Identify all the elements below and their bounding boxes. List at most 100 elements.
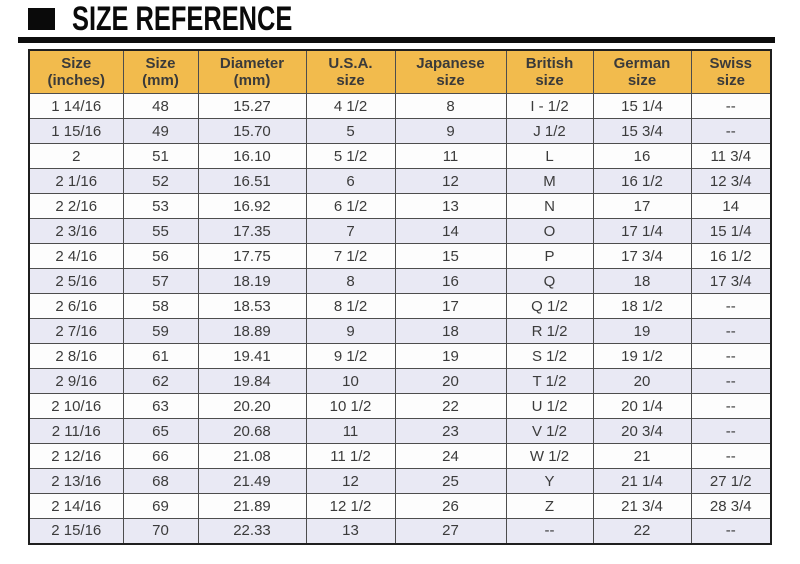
table-cell: 53 xyxy=(122,193,199,219)
table-cell: 16.10 xyxy=(197,143,307,169)
table-cell: 17 1/4 xyxy=(592,218,692,244)
table-cell: 12 xyxy=(305,468,396,494)
table-cell: 12 1/2 xyxy=(305,493,396,519)
table-cell: 17 3/4 xyxy=(592,243,692,269)
table-cell: 2 12/16 xyxy=(28,443,124,469)
table-cell: 11 1/2 xyxy=(305,443,396,469)
table-cell: 59 xyxy=(122,318,199,344)
table-cell: 51 xyxy=(122,143,199,169)
table-cell: 25 xyxy=(394,468,507,494)
table-row: 2 13/16 68 21.49 12 25 Y 21 1/4 27 1/2 xyxy=(28,468,772,494)
table-cell: 2 6/16 xyxy=(28,293,124,319)
table-cell: 27 1/2 xyxy=(690,468,772,494)
table-cell: 10 1/2 xyxy=(305,393,396,419)
page-header: SIZE REFERENCE xyxy=(28,0,800,39)
table-cell: 57 xyxy=(122,268,199,294)
table-cell: 11 3/4 xyxy=(690,143,772,169)
table-cell: 2 15/16 xyxy=(28,518,124,544)
table-row: 2 51 16.10 5 1/2 11 L 16 11 3/4 xyxy=(28,143,772,169)
table-cell: 58 xyxy=(122,293,199,319)
table-header-row: Size (inches) Size (mm) Diameter (mm) U.… xyxy=(28,49,772,94)
table-cell: 18.89 xyxy=(197,318,307,344)
table-cell: 18 xyxy=(592,268,692,294)
table-cell: 16 xyxy=(394,268,507,294)
table-row: 2 11/16 65 20.68 11 23 V 1/2 20 3/4 -- xyxy=(28,418,772,444)
table-cell: 9 xyxy=(305,318,396,344)
table-cell: 22 xyxy=(394,393,507,419)
table-cell: 10 xyxy=(305,368,396,394)
table-cell: -- xyxy=(690,368,772,394)
table-row: 2 6/16 58 18.53 8 1/2 17 Q 1/2 18 1/2 -- xyxy=(28,293,772,319)
table-cell: 24 xyxy=(394,443,507,469)
table-cell: 1 14/16 xyxy=(28,93,124,119)
table-cell: 56 xyxy=(122,243,199,269)
table-cell: -- xyxy=(690,318,772,344)
table-row: 1 14/16 48 15.27 4 1/2 8 I - 1/2 15 1/4 -- xyxy=(28,93,772,119)
table-cell: -- xyxy=(690,443,772,469)
table-cell: 16 1/2 xyxy=(592,168,692,194)
table-cell: 65 xyxy=(122,418,199,444)
table-cell: 20 1/4 xyxy=(592,393,692,419)
column-header-diameter-mm: Diameter (mm) xyxy=(197,49,307,94)
table-cell: 2 10/16 xyxy=(28,393,124,419)
page-title: SIZE REFERENCE xyxy=(72,0,293,39)
table-cell: 68 xyxy=(122,468,199,494)
table-cell: 21.89 xyxy=(197,493,307,519)
table-row: 2 9/16 62 19.84 10 20 T 1/2 20 -- xyxy=(28,368,772,394)
table-cell: 12 xyxy=(394,168,507,194)
table-row: 2 15/16 70 22.33 13 27 -- 22 -- xyxy=(28,518,772,544)
table-cell: L xyxy=(505,143,594,169)
table-row: 2 5/16 57 18.19 8 16 Q 18 17 3/4 xyxy=(28,268,772,294)
table-cell: 49 xyxy=(122,118,199,144)
table-cell: 27 xyxy=(394,518,507,544)
table-cell: -- xyxy=(690,93,772,119)
table-cell: -- xyxy=(690,293,772,319)
table-cell: 4 1/2 xyxy=(305,93,396,119)
table-cell: S 1/2 xyxy=(505,343,594,369)
table-cell: Q 1/2 xyxy=(505,293,594,319)
table-cell: 8 1/2 xyxy=(305,293,396,319)
table-cell: 21.49 xyxy=(197,468,307,494)
table-cell: 15 1/4 xyxy=(592,93,692,119)
table-cell: 2 13/16 xyxy=(28,468,124,494)
column-header-size-mm: Size (mm) xyxy=(122,49,199,94)
table-cell: 12 3/4 xyxy=(690,168,772,194)
table-cell: 5 1/2 xyxy=(305,143,396,169)
table-cell: -- xyxy=(690,518,772,544)
column-header-size-inches: Size (inches) xyxy=(28,49,124,94)
table-cell: 2 xyxy=(28,143,124,169)
table-cell: 20.68 xyxy=(197,418,307,444)
table-cell: 14 xyxy=(690,193,772,219)
table-cell: 2 3/16 xyxy=(28,218,124,244)
table-cell: 1 15/16 xyxy=(28,118,124,144)
table-cell: 20 3/4 xyxy=(592,418,692,444)
table-cell: 16 xyxy=(592,143,692,169)
table-cell: 22 xyxy=(592,518,692,544)
table-row: 2 3/16 55 17.35 7 14 O 17 1/4 15 1/4 xyxy=(28,218,772,244)
table-cell: 61 xyxy=(122,343,199,369)
table-cell: 18 1/2 xyxy=(592,293,692,319)
table-row: 2 1/16 52 16.51 6 12 M 16 1/2 12 3/4 xyxy=(28,168,772,194)
table-cell: 19 xyxy=(394,343,507,369)
table-cell: 16.92 xyxy=(197,193,307,219)
table-cell: 26 xyxy=(394,493,507,519)
table-cell: 13 xyxy=(305,518,396,544)
table-cell: 15 3/4 xyxy=(592,118,692,144)
table-cell: 63 xyxy=(122,393,199,419)
table-cell: 21.08 xyxy=(197,443,307,469)
table-cell: 2 5/16 xyxy=(28,268,124,294)
table-cell: -- xyxy=(505,518,594,544)
table-cell: Z xyxy=(505,493,594,519)
column-header-swiss-size: Swiss size xyxy=(690,49,772,94)
table-cell: 19.41 xyxy=(197,343,307,369)
table-cell: 2 2/16 xyxy=(28,193,124,219)
title-square-icon xyxy=(28,8,55,30)
table-cell: 22.33 xyxy=(197,518,307,544)
table-cell: 9 xyxy=(394,118,507,144)
table-cell: -- xyxy=(690,418,772,444)
table-cell: V 1/2 xyxy=(505,418,594,444)
table-cell: 2 7/16 xyxy=(28,318,124,344)
table-cell: 2 8/16 xyxy=(28,343,124,369)
table-cell: 15 xyxy=(394,243,507,269)
table-cell: 62 xyxy=(122,368,199,394)
